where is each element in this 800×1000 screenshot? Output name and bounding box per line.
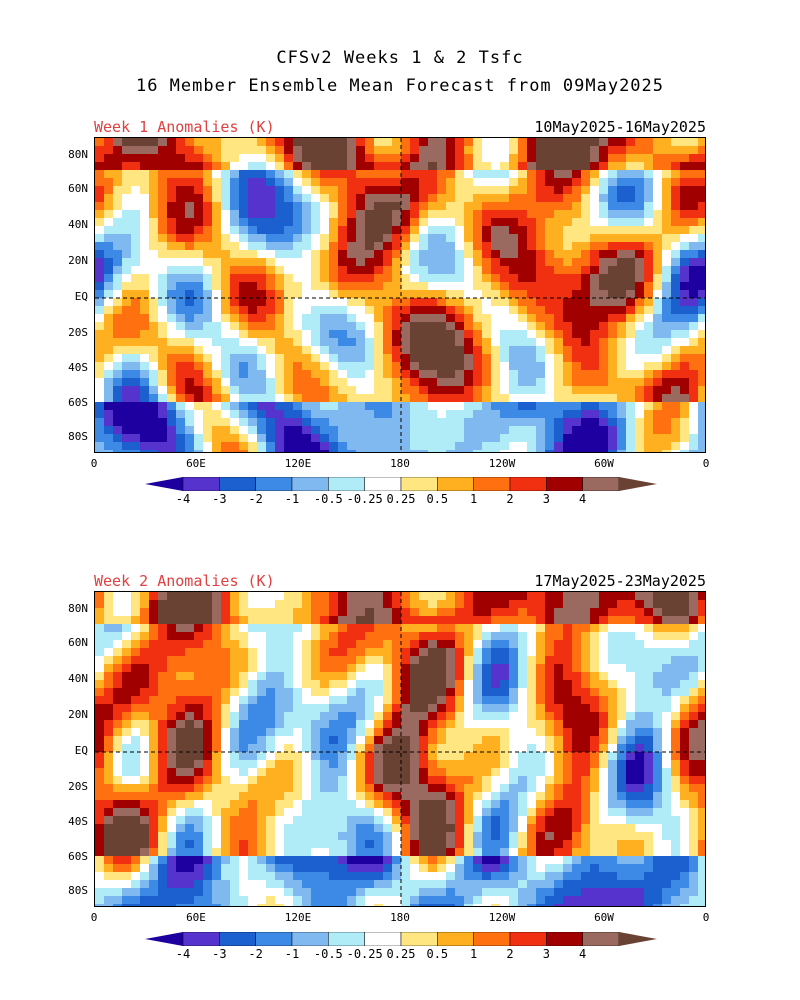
- map-subtitle: 16 Member Ensemble Mean Forecast from 09…: [135, 76, 665, 96]
- colorbar-tick-label: 3: [542, 492, 550, 506]
- lon-tick-label: 0: [702, 457, 710, 470]
- colorbar-segment: [473, 477, 511, 491]
- lat-tick-label: 60N: [68, 182, 88, 195]
- lat-tick-label: 40N: [68, 672, 88, 685]
- lat-tick-label: 40S: [68, 361, 88, 374]
- colorbar-tick-label: -2: [248, 492, 263, 506]
- lon-tick-label: 0: [90, 911, 98, 924]
- lon-tick-label: 0: [702, 911, 710, 924]
- colorbar-segment: [509, 932, 547, 946]
- colorbar-tick-label: -4: [175, 492, 191, 506]
- lat-tick-label: EQ: [74, 290, 88, 303]
- map-title: CFSv2 Weeks 1 & 2 Tsfc: [276, 48, 524, 68]
- colorbar-tick-label: 2: [506, 947, 514, 961]
- colorbar-max-arrow: [619, 932, 657, 946]
- week2-anomaly-map: [94, 591, 706, 907]
- colorbar-tick-label: -0.25: [346, 947, 383, 961]
- colorbar-tick-label: 1: [470, 492, 478, 506]
- lat-tick-label: 60N: [68, 636, 88, 649]
- colorbar-tick-label: -3: [212, 947, 227, 961]
- colorbar-tick-label: 0.5: [426, 492, 449, 506]
- colorbar-tick-label: -0.25: [346, 492, 383, 506]
- week1-colorbar: [145, 477, 657, 491]
- lat-tick-label: 20N: [68, 254, 88, 267]
- lat-tick-label: 80S: [68, 430, 88, 443]
- lat-tick-label: 80N: [68, 148, 88, 161]
- colorbar-min-arrow: [145, 932, 183, 946]
- lon-tick-label: 180: [390, 457, 410, 470]
- colorbar-segment: [400, 932, 438, 946]
- colorbar-segment: [509, 477, 547, 491]
- lat-tick-label: EQ: [74, 744, 88, 757]
- colorbar-tick-label: -0.5: [313, 492, 343, 506]
- lon-tick-label: 120W: [488, 457, 516, 470]
- lat-tick-label: 20S: [68, 326, 88, 339]
- colorbar-max-arrow: [619, 477, 657, 491]
- colorbar-tick-label: 0.25: [386, 947, 416, 961]
- colorbar-tick-label: 1: [470, 947, 478, 961]
- colorbar-tick-label: -1: [284, 947, 300, 961]
- colorbar-tick-label: -2: [248, 947, 263, 961]
- colorbar-segment: [546, 932, 583, 946]
- anomaly-field: [95, 138, 705, 452]
- colorbar-segment: [255, 932, 293, 946]
- colorbar-segment: [219, 477, 256, 491]
- lat-tick-label: 80S: [68, 884, 88, 897]
- colorbar-segment: [291, 932, 329, 946]
- week2-colorbar: [145, 932, 657, 946]
- colorbar-segment: [473, 932, 511, 946]
- colorbar-tick-label: -0.5: [313, 947, 343, 961]
- lon-tick-label: 180: [390, 911, 410, 924]
- colorbar-segment: [364, 932, 402, 946]
- colorbar-segment: [437, 477, 474, 491]
- colorbar-segment: [437, 932, 474, 946]
- lon-tick-label: 120E: [284, 457, 312, 470]
- colorbar-segment: [328, 932, 365, 946]
- lon-tick-label: 60W: [594, 457, 614, 470]
- week2-label: Week 2 Anomalies (K): [94, 572, 275, 590]
- colorbar-segment: [582, 932, 620, 946]
- colorbar-tick-label: 2: [506, 492, 514, 506]
- colorbar-min-arrow: [145, 477, 183, 491]
- colorbar-segment: [364, 477, 402, 491]
- colorbar-segment: [328, 477, 365, 491]
- week1-date-range: 10May2025-16May2025: [534, 118, 706, 136]
- lat-tick-label: 80N: [68, 602, 88, 615]
- anomaly-field: [95, 592, 705, 906]
- colorbar-segment: [546, 477, 583, 491]
- lat-tick-label: 40N: [68, 218, 88, 231]
- lon-tick-label: 120E: [284, 911, 312, 924]
- lon-tick-label: 120W: [488, 911, 516, 924]
- lon-tick-label: 60E: [186, 911, 206, 924]
- colorbar-tick-label: 4: [579, 947, 587, 961]
- colorbar-tick-label: -3: [212, 492, 227, 506]
- colorbar-segment: [182, 932, 220, 946]
- colorbar-tick-label: -1: [284, 492, 300, 506]
- lon-tick-label: 0: [90, 457, 98, 470]
- colorbar-tick-label: 0.25: [386, 492, 416, 506]
- week1-label: Week 1 Anomalies (K): [94, 118, 275, 136]
- lat-tick-label: 60S: [68, 850, 88, 863]
- colorbar-segment: [182, 477, 220, 491]
- colorbar-segment: [219, 932, 256, 946]
- lat-tick-label: 60S: [68, 396, 88, 409]
- week2-date-range: 17May2025-23May2025: [534, 572, 706, 590]
- colorbar-tick-label: 4: [579, 492, 587, 506]
- colorbar-segment: [255, 477, 293, 491]
- lat-tick-label: 20N: [68, 708, 88, 721]
- lon-tick-label: 60W: [594, 911, 614, 924]
- colorbar-segment: [400, 477, 438, 491]
- lon-tick-label: 60E: [186, 457, 206, 470]
- colorbar-tick-label: -4: [175, 947, 191, 961]
- colorbar-segment: [291, 477, 329, 491]
- lat-tick-label: 40S: [68, 815, 88, 828]
- lat-tick-label: 20S: [68, 780, 88, 793]
- week1-anomaly-map: [94, 137, 706, 453]
- colorbar-segment: [582, 477, 620, 491]
- colorbar-tick-label: 0.5: [426, 947, 449, 961]
- colorbar-tick-label: 3: [542, 947, 550, 961]
